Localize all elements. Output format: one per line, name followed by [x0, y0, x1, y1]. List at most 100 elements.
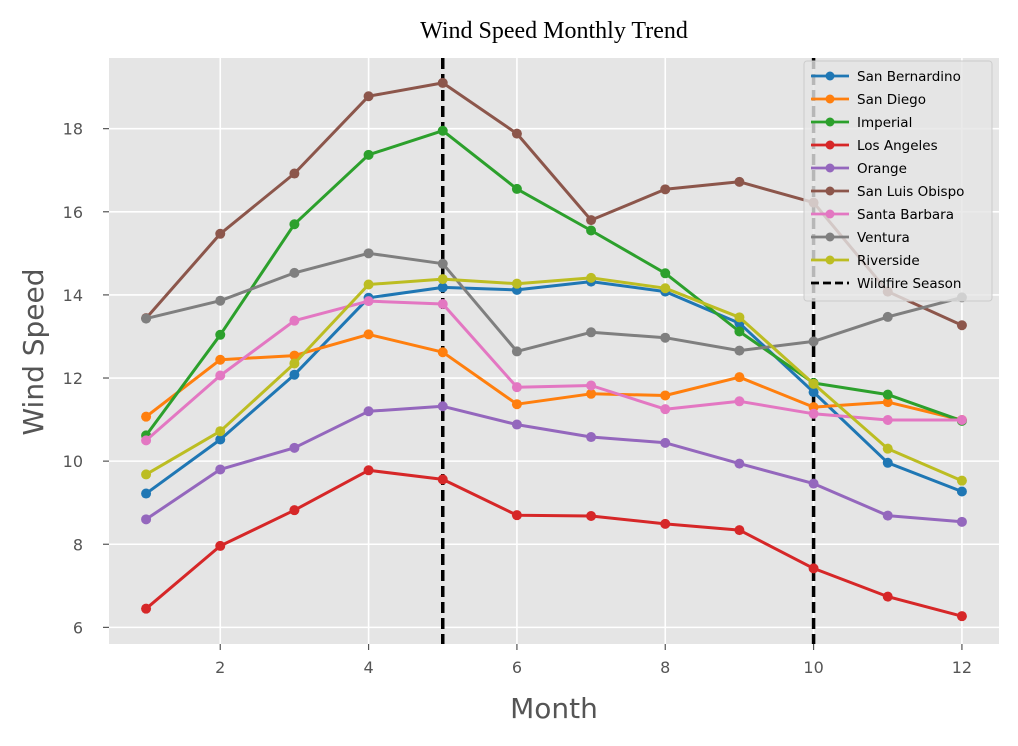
data-point-los-angeles: [289, 505, 300, 516]
series-line-orange: [145, 404, 963, 524]
data-point-san-bernardino: [882, 457, 893, 468]
x-axis-label: Month: [510, 692, 598, 725]
data-point-ventura: [289, 267, 300, 278]
data-point-santa-barbara: [215, 370, 226, 381]
legend-item: Imperial: [811, 115, 912, 131]
x-tick-label: 2: [215, 658, 225, 677]
legend-marker-icon: [825, 186, 835, 196]
x-tick-label: 6: [512, 658, 522, 677]
data-point-los-angeles: [215, 540, 226, 551]
data-point-imperial: [289, 219, 300, 230]
y-tick-label: 18: [63, 120, 83, 139]
data-point-riverside: [437, 274, 448, 285]
data-point-ventura: [586, 327, 597, 338]
series-los-angeles: [141, 465, 967, 622]
data-point-san-diego: [363, 329, 374, 340]
data-point-santa-barbara: [141, 435, 152, 446]
legend-label: Imperial: [857, 115, 912, 131]
data-point-san-diego: [437, 347, 448, 358]
legend-label: Wildfire Season: [857, 276, 961, 292]
y-tick-label: 10: [63, 452, 83, 471]
data-point-riverside: [511, 278, 522, 289]
data-point-imperial: [437, 125, 448, 136]
data-point-orange: [289, 442, 300, 453]
series-orange: [141, 401, 967, 527]
data-point-orange: [586, 432, 597, 443]
series-line-san-diego: [145, 332, 963, 422]
legend: San Bernardino San Diego Imperial Los Angel…: [803, 60, 993, 302]
legend-box: [803, 60, 993, 302]
data-point-riverside: [289, 358, 300, 369]
legend-marker-icon: [825, 140, 835, 150]
x-tick-label: 10: [803, 658, 823, 677]
data-point-orange: [215, 464, 226, 475]
data-point-los-angeles: [734, 525, 745, 536]
x-tick-label: 4: [363, 658, 373, 677]
data-point-orange: [808, 478, 819, 489]
legend-label: Orange: [857, 161, 907, 177]
series-line-imperial: [144, 129, 963, 437]
data-point-orange: [363, 406, 374, 417]
data-point-santa-barbara: [808, 408, 819, 419]
data-point-orange: [956, 516, 967, 527]
y-tick-label: 6: [73, 618, 83, 637]
data-point-san-bernardino: [215, 434, 226, 445]
data-point-santa-barbara: [956, 414, 967, 425]
data-point-los-angeles: [141, 603, 152, 614]
data-point-san-luis-obispo: [956, 320, 967, 331]
data-point-los-angeles: [437, 474, 448, 485]
series-line-santa-barbara: [145, 299, 962, 442]
data-point-san-bernardino: [289, 369, 300, 380]
data-point-los-angeles: [586, 510, 597, 521]
legend-label: Ventura: [857, 230, 910, 246]
data-point-los-angeles: [808, 563, 819, 574]
data-point-san-luis-obispo: [363, 91, 374, 102]
legend-item: Los Angeles: [811, 138, 938, 154]
y-tick-label: 8: [73, 535, 83, 554]
series-line-riverside: [145, 276, 963, 483]
data-point-orange: [734, 458, 745, 469]
data-point-santa-barbara: [363, 296, 374, 307]
series-ventura: [141, 248, 967, 357]
data-point-riverside: [215, 426, 226, 437]
data-point-orange: [141, 514, 152, 525]
data-point-orange: [660, 437, 671, 448]
data-point-los-angeles: [956, 611, 967, 622]
data-point-santa-barbara: [660, 404, 671, 415]
data-point-san-luis-obispo: [586, 215, 597, 226]
data-point-imperial: [511, 183, 522, 194]
series-san-diego: [141, 329, 967, 425]
data-point-santa-barbara: [586, 380, 597, 391]
legend-label: Los Angeles: [857, 138, 938, 154]
data-point-san-luis-obispo: [511, 128, 522, 139]
data-point-santa-barbara: [511, 382, 522, 393]
data-point-ventura: [141, 313, 152, 324]
data-point-san-diego: [511, 399, 522, 410]
legend-label: Santa Barbara: [857, 207, 954, 223]
data-point-santa-barbara: [882, 414, 893, 425]
data-point-san-luis-obispo: [437, 77, 448, 88]
y-axis-label: Wind Speed: [17, 268, 50, 435]
data-point-riverside: [660, 283, 671, 294]
data-point-imperial: [215, 329, 226, 340]
data-point-san-diego: [882, 397, 893, 408]
x-tick-label: 8: [660, 658, 670, 677]
data-point-ventura: [808, 336, 819, 347]
data-point-ventura: [511, 346, 522, 357]
data-point-san-bernardino: [141, 488, 152, 499]
x-tick-label: 12: [952, 658, 972, 677]
legend-marker-icon: [825, 163, 835, 173]
legend-item: Riverside: [811, 253, 920, 269]
legend-label: San Luis Obispo: [857, 184, 964, 200]
data-point-los-angeles: [660, 518, 671, 529]
data-point-imperial: [586, 225, 597, 236]
legend-marker-icon: [825, 255, 835, 265]
data-point-orange: [882, 510, 893, 521]
data-point-santa-barbara: [437, 299, 448, 310]
data-point-san-diego: [660, 390, 671, 401]
data-point-riverside: [882, 443, 893, 454]
data-point-san-luis-obispo: [215, 228, 226, 239]
data-point-riverside: [363, 279, 374, 290]
data-point-orange: [437, 401, 448, 412]
legend-item: Ventura: [811, 230, 910, 246]
